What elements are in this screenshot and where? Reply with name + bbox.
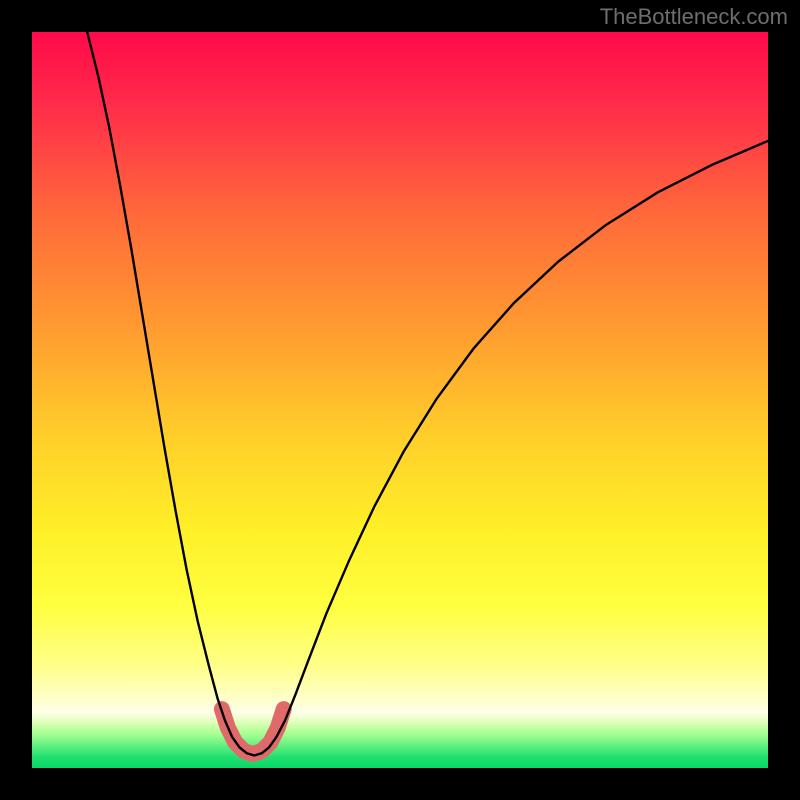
plot-area xyxy=(32,32,768,768)
plot-svg xyxy=(32,32,768,768)
chart-container: TheBottleneck.com xyxy=(0,0,800,800)
gradient-background xyxy=(32,32,768,768)
watermark-text: TheBottleneck.com xyxy=(600,4,788,30)
